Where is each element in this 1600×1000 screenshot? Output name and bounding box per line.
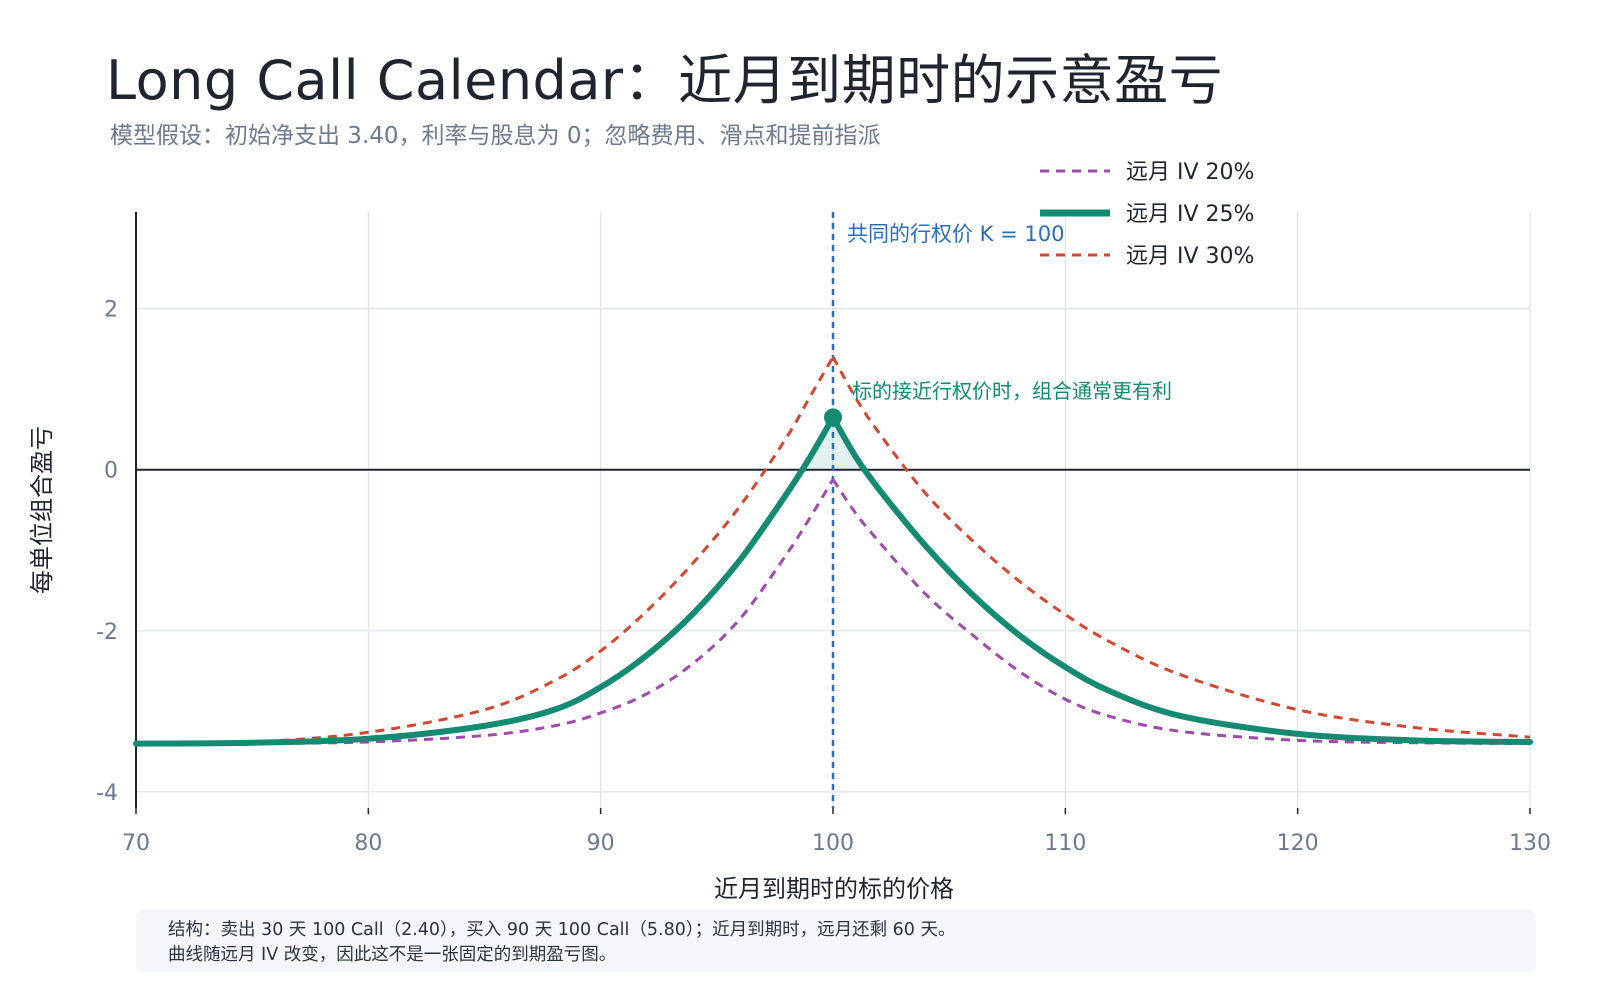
footnote-line-2: 曲线随远月 IV 改变，因此这不是一张固定的到期盈亏图。 <box>168 945 617 965</box>
legend-label: 远月 IV 20% <box>1126 160 1254 185</box>
x-tick-label: 90 <box>587 831 615 856</box>
x-axis-label: 近月到期时的标的价格 <box>714 875 954 900</box>
x-tick-label: 70 <box>122 831 150 856</box>
tick-labels: 70 80 90 100 110 120 130 -4 -2 0 2 <box>96 298 1551 856</box>
y-tick-label: 0 <box>104 459 118 484</box>
y-tick-label: -4 <box>96 781 118 806</box>
x-tick-label: 130 <box>1509 831 1551 856</box>
peak-marker <box>824 408 842 427</box>
legend-label: 远月 IV 25% <box>1126 202 1254 227</box>
x-tick-label: 80 <box>354 831 382 856</box>
y-tick-label: -2 <box>96 620 118 645</box>
legend-label: 远月 IV 30% <box>1126 244 1254 269</box>
x-tick-label: 110 <box>1044 831 1086 856</box>
legend: 远月 IV 20% 远月 IV 25% 远月 IV 30% <box>1040 160 1254 269</box>
chart: 70 80 90 100 110 120 130-4-202 远月 IV 20%远月 IV … <box>28 160 1551 900</box>
y-tick-label: 2 <box>104 298 118 323</box>
footnote-line-1: 结构：卖出 30 天 100 Call（2.40），买入 90 天 100 Ca… <box>168 920 956 940</box>
page-title: Long Call Calendar：近月到期时的示意盈亏 <box>106 49 1224 112</box>
page-subtitle: 模型假设：初始净支出 3.40，利率与股息为 0；忽略费用、滑点和提前指派 <box>110 123 881 149</box>
series-lines <box>133 356 1533 747</box>
strike-label: 共同的行权价 K = 100 <box>847 222 1064 246</box>
grid-lines <box>135 212 1531 808</box>
x-tick-label: 100 <box>812 831 854 856</box>
peak-annotation: 标的接近行权价时，组合通常更有利 <box>852 379 1172 403</box>
x-tick-label: 120 <box>1277 831 1319 856</box>
series-line <box>133 414 1533 747</box>
y-axis-label: 每单位组合盈亏 <box>28 426 56 594</box>
footnote-box: 结构：卖出 30 天 100 Call（2.40），买入 90 天 100 Ca… <box>136 910 1536 972</box>
